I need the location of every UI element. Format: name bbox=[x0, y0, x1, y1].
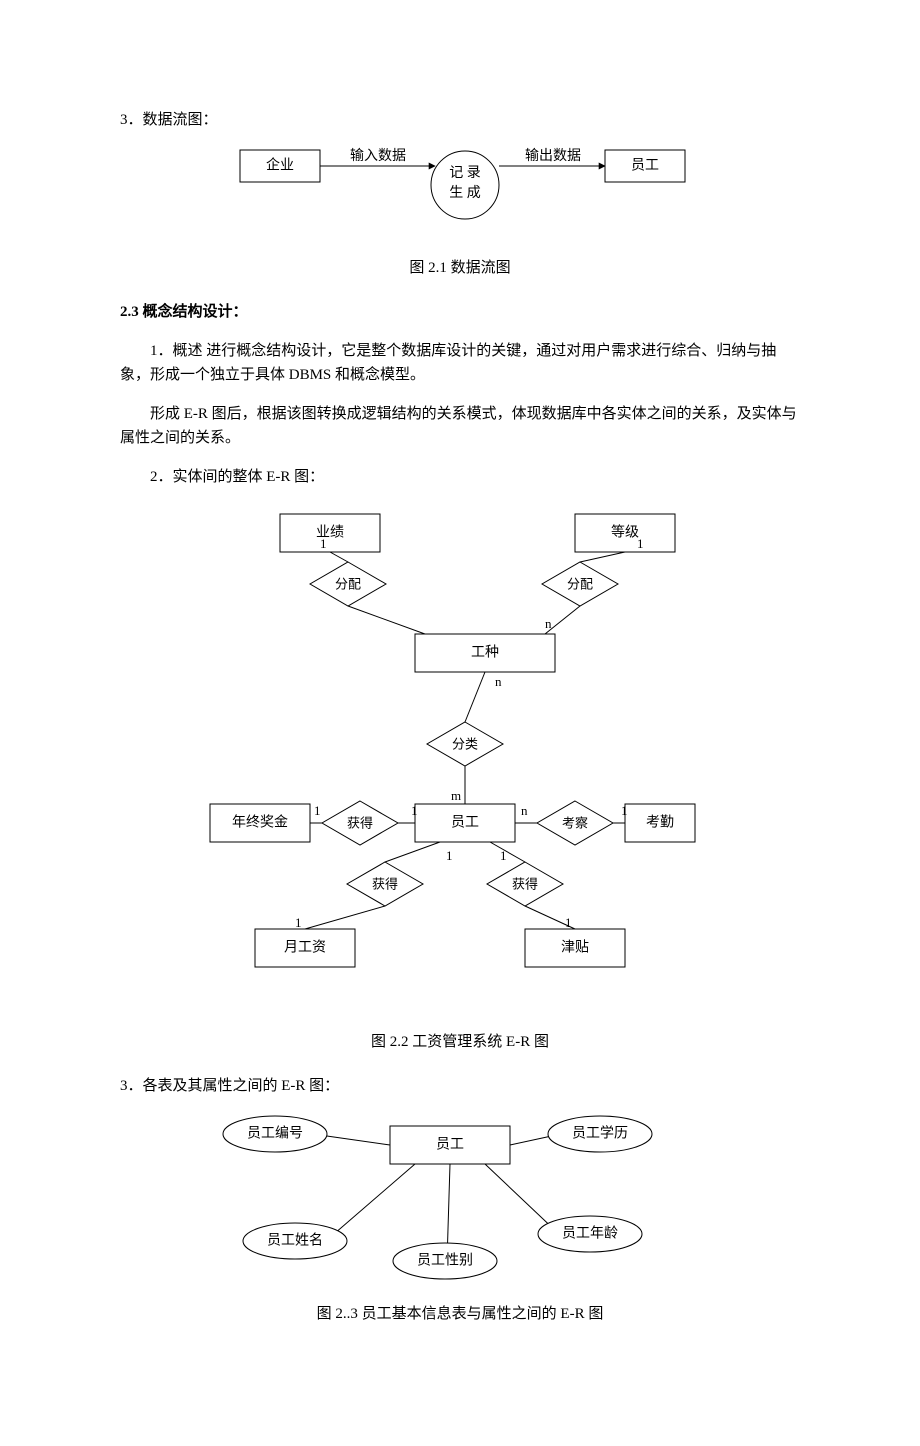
fig-2-1-dataflow: 企业 员工 记 录生 成 输入数据 输出数据 bbox=[210, 140, 710, 250]
svg-text:m: m bbox=[451, 788, 461, 803]
svg-text:员工性别: 员工性别 bbox=[417, 1253, 473, 1269]
svg-text:分配: 分配 bbox=[335, 577, 361, 592]
svg-text:生 成: 生 成 bbox=[449, 185, 481, 201]
svg-text:考勤: 考勤 bbox=[646, 815, 674, 831]
svg-text:获得: 获得 bbox=[372, 877, 398, 892]
svg-text:企业: 企业 bbox=[266, 157, 294, 174]
section-2-3-heading: 2.3 概念结构设计： bbox=[120, 300, 800, 324]
svg-text:业绩: 业绩 bbox=[316, 525, 344, 541]
svg-text:输出数据: 输出数据 bbox=[525, 148, 581, 164]
svg-text:员工: 员工 bbox=[631, 159, 659, 174]
svg-text:1: 1 bbox=[446, 848, 453, 863]
fig-2-2-er-diagram: 1mn1nm11n11111业绩等级工种员工年终奖金考勤月工资津贴分配分配分类获… bbox=[180, 504, 740, 1024]
svg-text:员工: 员工 bbox=[436, 1138, 464, 1153]
svg-text:员工: 员工 bbox=[451, 816, 479, 831]
para-3: 2．实体间的整体 E-R 图： bbox=[120, 465, 800, 489]
svg-text:员工学历: 员工学历 bbox=[572, 1126, 628, 1142]
svg-text:年终奖金: 年终奖金 bbox=[232, 814, 288, 831]
para-2: 形成 E-R 图后，根据该图转换成逻辑结构的关系模式，体现数据库中各实体之间的关… bbox=[120, 402, 800, 450]
svg-text:分类: 分类 bbox=[452, 737, 478, 752]
svg-text:记 录: 记 录 bbox=[449, 165, 481, 181]
svg-text:等级: 等级 bbox=[611, 524, 639, 541]
svg-text:员工编号: 员工编号 bbox=[247, 1126, 303, 1142]
fig-2-1-caption: 图 2.1 数据流图 bbox=[120, 256, 800, 280]
svg-text:1: 1 bbox=[411, 803, 418, 818]
svg-text:1: 1 bbox=[565, 915, 572, 930]
svg-text:员工年龄: 员工年龄 bbox=[562, 1226, 618, 1242]
svg-text:员工姓名: 员工姓名 bbox=[267, 1233, 323, 1249]
svg-text:输入数据: 输入数据 bbox=[350, 148, 406, 164]
section-3-heading: 3．数据流图： bbox=[120, 108, 800, 132]
svg-text:1: 1 bbox=[621, 803, 628, 818]
svg-text:1: 1 bbox=[500, 848, 507, 863]
svg-text:n: n bbox=[495, 674, 502, 689]
svg-text:获得: 获得 bbox=[347, 816, 373, 831]
section-3-3-heading: 3．各表及其属性之间的 E-R 图： bbox=[120, 1074, 800, 1098]
para-1: 1．概述 进行概念结构设计，它是整个数据库设计的关键，通过对用户需求进行综合、归… bbox=[120, 339, 800, 387]
svg-text:考察: 考察 bbox=[562, 816, 588, 831]
svg-text:n: n bbox=[521, 803, 528, 818]
svg-text:1: 1 bbox=[295, 915, 302, 930]
svg-text:津贴: 津贴 bbox=[561, 940, 589, 956]
svg-text:1: 1 bbox=[314, 803, 321, 818]
fig-2-2-caption: 图 2.2 工资管理系统 E-R 图 bbox=[120, 1030, 800, 1054]
svg-text:获得: 获得 bbox=[512, 877, 538, 892]
fig-2-3-caption: 图 2..3 员工基本信息表与属性之间的 E-R 图 bbox=[120, 1302, 800, 1326]
fig-2-3-er-attrs: 员工 员工编号 员工学历员工姓名员工性别 员工年龄 bbox=[190, 1106, 730, 1296]
svg-text:工种: 工种 bbox=[471, 645, 499, 661]
svg-text:月工资: 月工资 bbox=[284, 940, 326, 956]
svg-text:分配: 分配 bbox=[567, 577, 593, 592]
